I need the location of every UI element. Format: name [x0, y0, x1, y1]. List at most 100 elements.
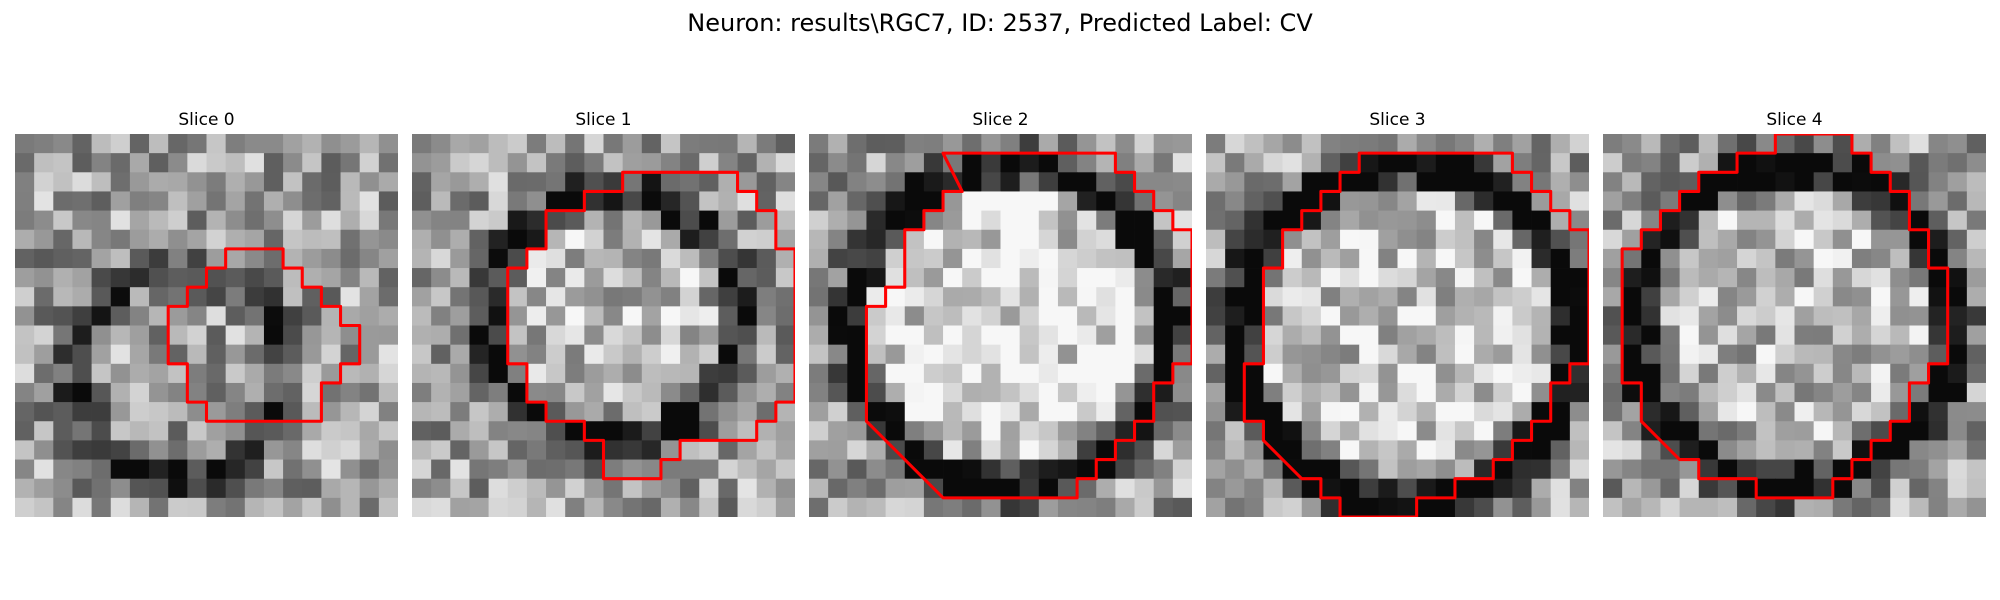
image-pixel: [1057, 191, 1078, 211]
image-pixel: [1550, 344, 1571, 365]
image-pixel: [1909, 497, 1929, 517]
image-pixel: [1172, 363, 1192, 384]
image-pixel: [584, 229, 604, 250]
image-pixel: [847, 268, 867, 288]
image-pixel: [469, 153, 489, 173]
image-pixel: [1871, 382, 1891, 403]
image-pixel: [72, 402, 92, 422]
image-pixel: [1775, 191, 1795, 211]
image-pixel: [1172, 287, 1192, 307]
image-pixel: [149, 497, 169, 517]
image-pixel: [412, 440, 432, 460]
image-pixel: [450, 478, 470, 499]
image-pixel: [149, 325, 169, 346]
image-pixel: [1320, 172, 1341, 192]
image-pixel: [1416, 287, 1437, 307]
image-pixel: [981, 382, 1001, 403]
image-pixel: [1454, 229, 1475, 250]
image-pixel: [1301, 191, 1322, 211]
image-pixel: [565, 325, 585, 346]
image-pixel: [1890, 306, 1910, 326]
image-pixel: [981, 402, 1001, 422]
image-pixel: [1077, 440, 1097, 460]
image-pixel: [885, 134, 906, 154]
image-pixel: [1569, 440, 1589, 460]
image-pixel: [263, 248, 284, 269]
image-pixel: [53, 363, 73, 384]
image-pixel: [885, 382, 906, 403]
image-pixel: [321, 382, 341, 403]
image-pixel: [1531, 287, 1552, 307]
image-pixel: [1077, 153, 1097, 173]
image-pixel: [1416, 229, 1437, 250]
image-pixel: [469, 229, 489, 250]
panel-slice-3: Slice 3: [1206, 110, 1589, 517]
image-pixel: [1397, 229, 1418, 250]
image-pixel: [283, 248, 303, 269]
image-pixel: [283, 497, 303, 517]
image-pixel: [718, 421, 738, 441]
image-pixel: [962, 248, 982, 269]
image-pixel: [34, 325, 54, 346]
image-pixel: [1244, 402, 1264, 422]
image-pixel: [565, 459, 585, 480]
image-pixel: [168, 287, 188, 307]
image-pixel: [603, 172, 624, 192]
image-pixel: [809, 497, 829, 517]
image-pixel: [412, 363, 432, 384]
image-pixel: [488, 229, 509, 250]
image-pixel: [378, 134, 398, 154]
image-pixel: [244, 363, 265, 384]
image-pixel: [1115, 325, 1135, 346]
image-pixel: [1416, 363, 1437, 384]
image-pixel: [737, 248, 758, 269]
image-pixel: [1320, 421, 1341, 441]
image-pixel: [584, 153, 604, 173]
image-pixel: [1832, 402, 1853, 422]
image-pixel: [225, 134, 246, 154]
image-pixel: [507, 459, 528, 480]
image-pixel: [962, 210, 982, 231]
image-pixel: [1263, 248, 1283, 269]
image-pixel: [110, 134, 131, 154]
image-pixel: [828, 306, 848, 326]
image-pixel: [1378, 306, 1398, 326]
image-pixel: [1096, 268, 1116, 288]
image-pixel: [1359, 459, 1379, 480]
image-pixel: [1416, 268, 1437, 288]
image-pixel: [1569, 210, 1589, 231]
image-pixel: [1320, 363, 1341, 384]
image-pixel: [962, 325, 982, 346]
image-pixel: [660, 402, 681, 422]
image-pixel: [1851, 172, 1872, 192]
image-pixel: [1057, 325, 1078, 346]
image-pixel: [1550, 459, 1571, 480]
image-pixel: [378, 229, 398, 250]
image-pixel: [1737, 306, 1757, 326]
image-pixel: [283, 287, 303, 307]
image-pixel: [1813, 344, 1834, 365]
image-pixel: [641, 344, 662, 365]
image-pixel: [187, 421, 207, 441]
image-pixel: [847, 344, 867, 365]
image-pixel: [507, 248, 528, 269]
image-pixel: [828, 172, 848, 192]
image-pixel: [1531, 363, 1552, 384]
image-pixel: [775, 287, 795, 307]
image-pixel: [1717, 421, 1738, 441]
image-pixel: [1756, 497, 1776, 517]
image-pixel: [450, 134, 470, 154]
image-pixel: [962, 268, 982, 288]
image-pixel: [680, 344, 700, 365]
image-pixel: [1871, 134, 1891, 154]
image-pixel: [507, 229, 528, 250]
image-pixel: [206, 382, 227, 403]
image-pixel: [943, 402, 963, 422]
image-pixel: [1096, 248, 1116, 269]
image-pixel: [1134, 268, 1155, 288]
image-pixel: [340, 344, 361, 365]
image-pixel: [168, 497, 188, 517]
image-pixel: [1019, 268, 1040, 288]
image-pixel: [53, 459, 73, 480]
image-pixel: [1698, 363, 1719, 384]
